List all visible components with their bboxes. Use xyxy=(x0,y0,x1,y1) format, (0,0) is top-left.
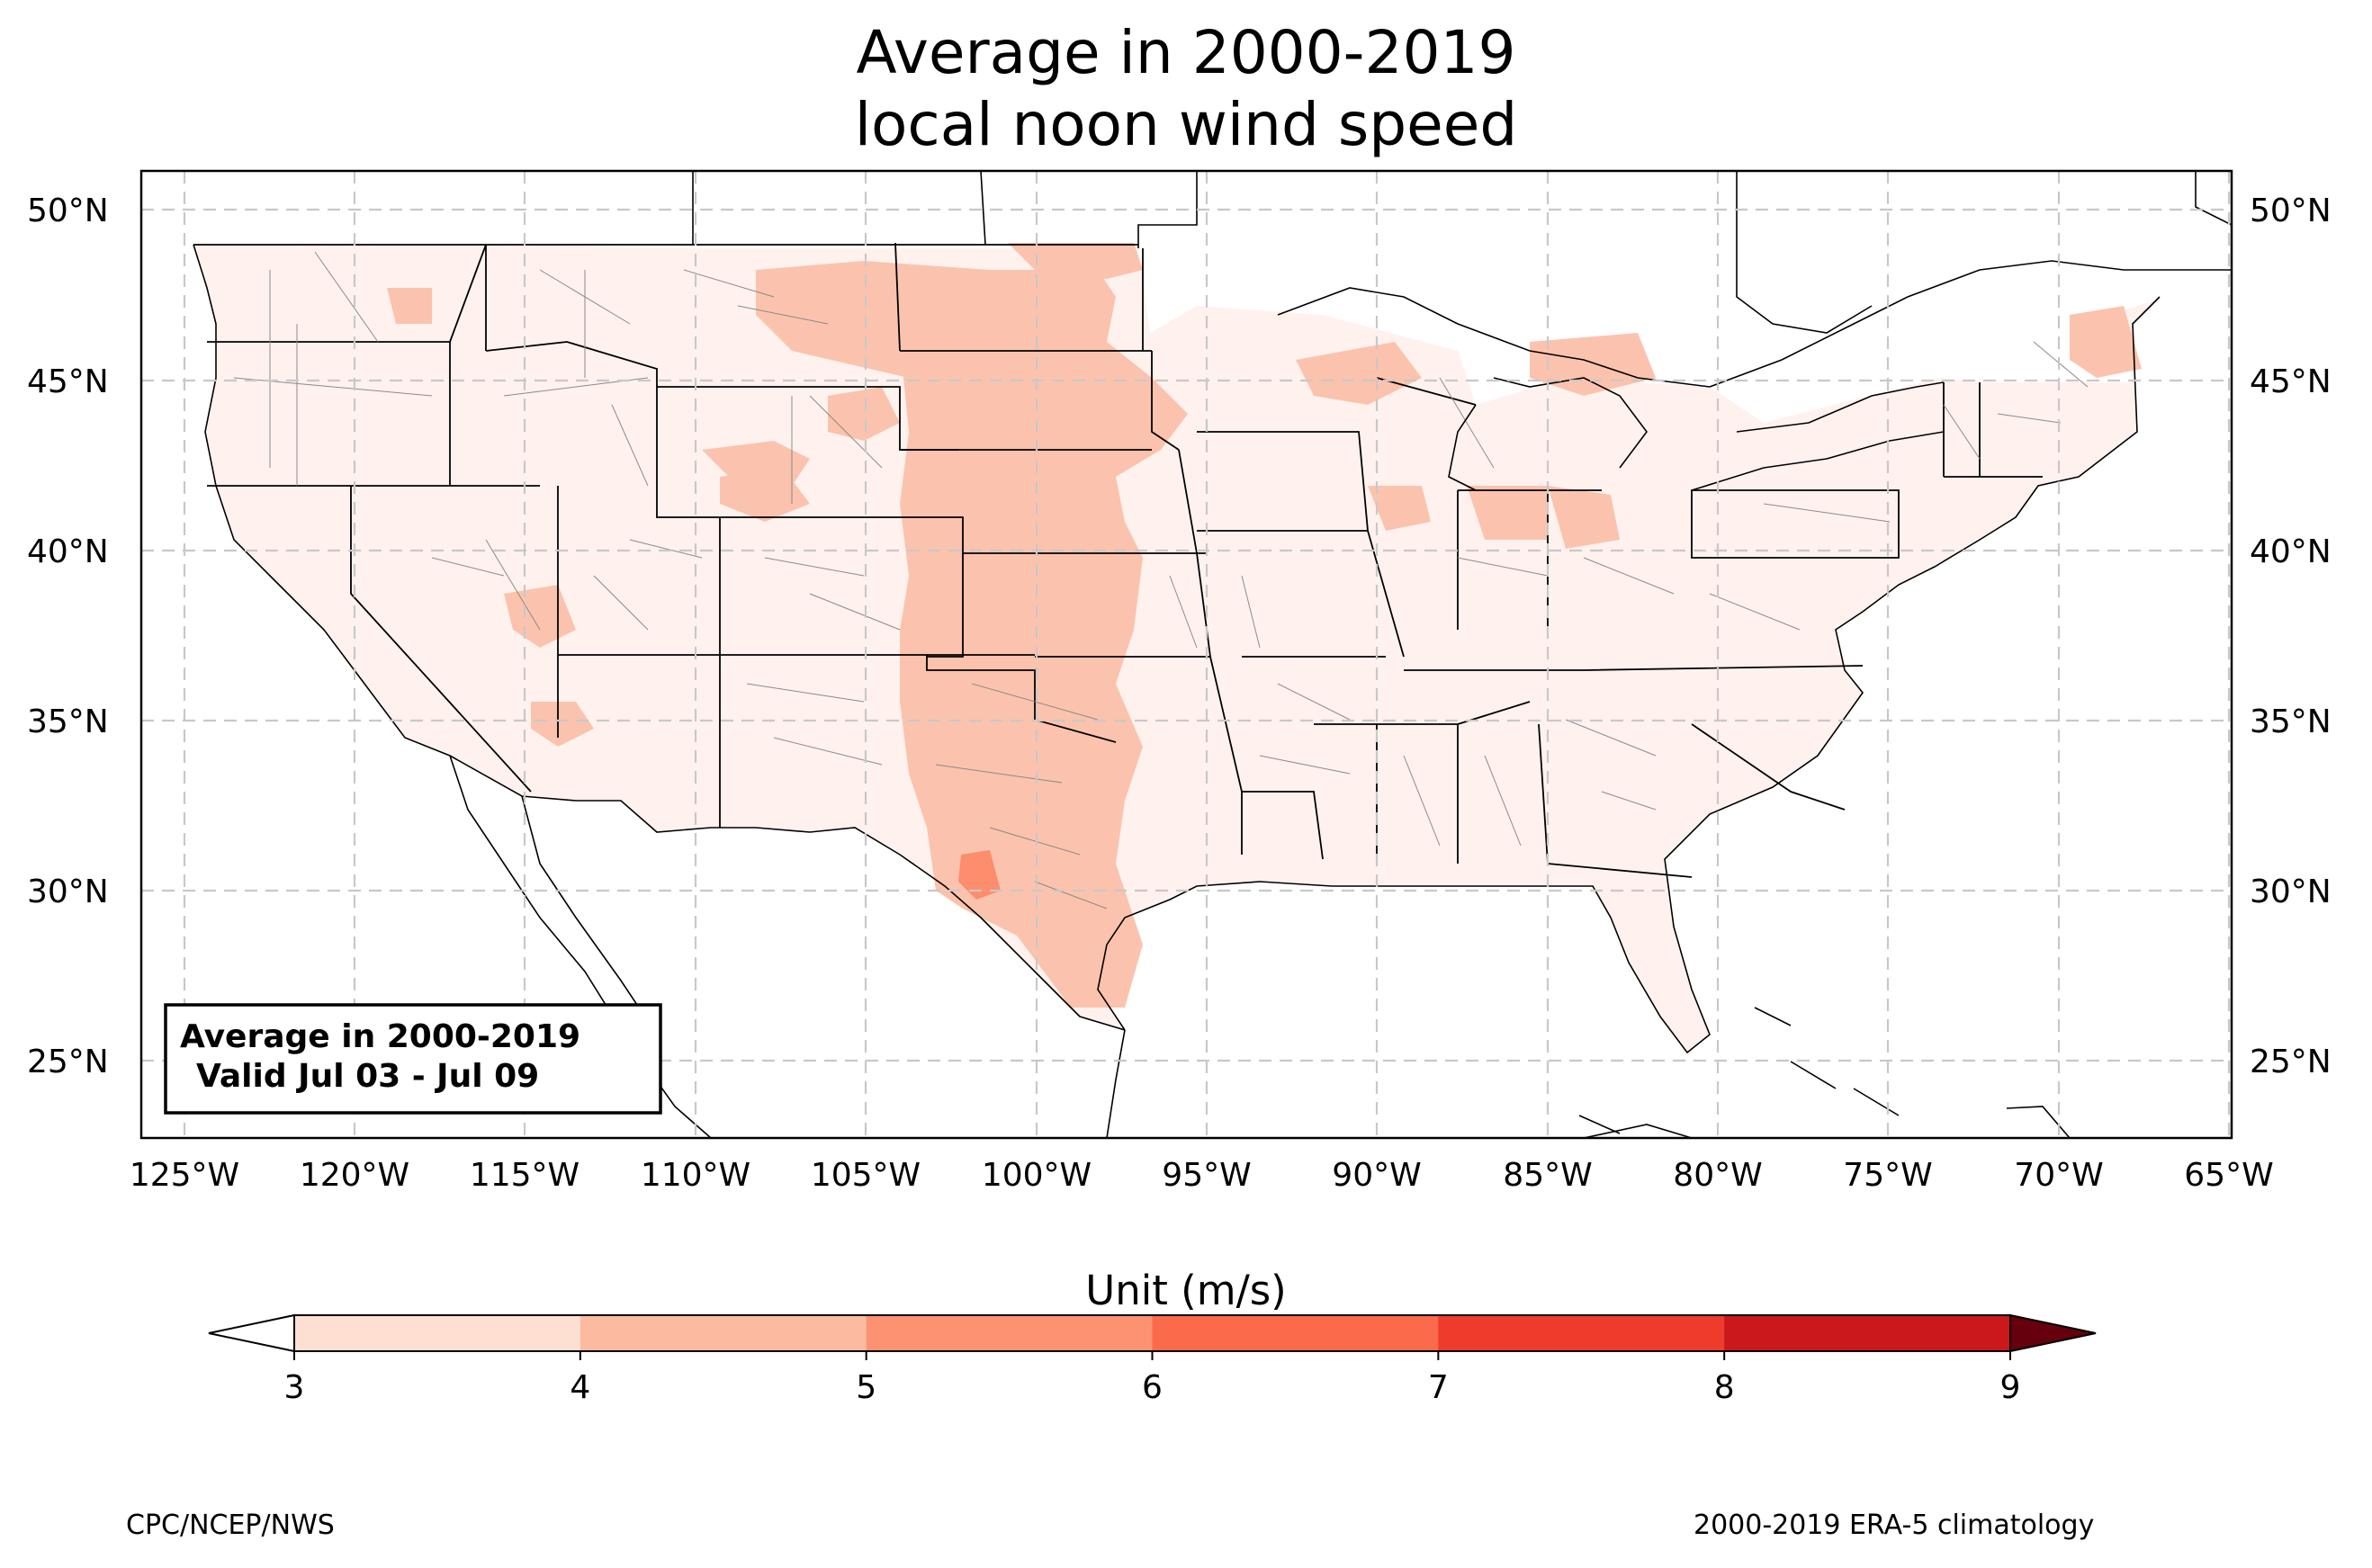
colorbar-segment xyxy=(866,1315,1153,1351)
lat-tick-label: 25°N xyxy=(2250,1044,2332,1080)
lat-tick-label: 45°N xyxy=(27,363,109,400)
map-frame-border xyxy=(139,169,2233,1140)
map-content xyxy=(141,171,2232,1138)
footer-credit: CPC/NCEP/NWS xyxy=(126,1510,335,1541)
lon-tick-label: 80°W xyxy=(1673,1157,1762,1194)
map-title-line-2: local noon wind speed xyxy=(854,90,1518,159)
lon-tick-label: 110°W xyxy=(641,1157,750,1194)
lon-tick-label: 65°W xyxy=(2184,1157,2273,1194)
lon-tick-label: 75°W xyxy=(1843,1157,1932,1194)
footer-source: 2000-2019 ERA-5 climatology xyxy=(1694,1510,2095,1541)
lat-tick-label: 50°N xyxy=(27,193,109,229)
colorbar-tick-label: 3 xyxy=(284,1369,305,1406)
colorbar-tick-label: 7 xyxy=(1428,1369,1449,1406)
lon-tick-label: 95°W xyxy=(1162,1157,1251,1194)
colorbar-tick-label: 6 xyxy=(1142,1369,1163,1406)
lon-tick-label: 115°W xyxy=(470,1157,580,1194)
coastlines-borders xyxy=(193,171,2232,1138)
lat-ticks-left: 50°N 45°N 40°N 35°N 30°N 25°N xyxy=(27,193,109,1080)
lat-tick-label: 35°N xyxy=(27,703,109,740)
lat-tick-label: 40°N xyxy=(2250,533,2332,570)
lon-tick-label: 70°W xyxy=(2014,1157,2103,1194)
lon-tick-label: 100°W xyxy=(982,1157,1092,1194)
colorbar-segment xyxy=(1438,1315,1725,1351)
lat-tick-label: 35°N xyxy=(2250,703,2332,740)
lon-tick-label: 125°W xyxy=(130,1157,239,1194)
lat-tick-label: 30°N xyxy=(27,874,109,910)
colorbar-tick-label: 9 xyxy=(2000,1369,2021,1406)
colorbar-under-arrow xyxy=(208,1313,295,1353)
colorbar-over-arrow xyxy=(2009,1313,2097,1353)
colorbar-segment xyxy=(1152,1315,1439,1351)
lat-tick-label: 25°N xyxy=(27,1044,109,1080)
lon-tick-label: 90°W xyxy=(1332,1157,1421,1194)
lat-tick-label: 45°N xyxy=(2250,363,2332,400)
colorbar-segment xyxy=(294,1315,581,1351)
annotation-line-2: Valid Jul 03 - Jul 09 xyxy=(196,1058,539,1095)
lon-tick-label: 105°W xyxy=(811,1157,921,1194)
colorbar-tick-label: 4 xyxy=(570,1369,590,1406)
lat-tick-label: 40°N xyxy=(27,533,109,570)
county-lines xyxy=(233,251,2089,909)
map-title-line-1: Average in 2000-2019 xyxy=(856,18,1516,87)
annotation-line-1: Average in 2000-2019 xyxy=(180,1018,580,1055)
lat-tick-label: 30°N xyxy=(2250,874,2332,910)
colorbar: 3 4 5 6 7 8 9 xyxy=(208,1313,2097,1406)
conus-shading xyxy=(193,245,2160,1053)
lon-tick-label: 85°W xyxy=(1503,1157,1592,1194)
lat-ticks-right: 50°N 45°N 40°N 35°N 30°N 25°N xyxy=(2250,193,2332,1080)
lon-ticks: 125°W 120°W 115°W 110°W 105°W 100°W 95°W… xyxy=(130,1157,2274,1194)
colorbar-segment xyxy=(1724,1315,2011,1351)
graticule xyxy=(141,171,2232,1138)
wind-zone-5-6 xyxy=(958,850,1001,900)
annotation-box-frame xyxy=(164,1003,662,1115)
state-boundaries xyxy=(193,242,2043,878)
colorbar-label: Unit (m/s) xyxy=(1085,1267,1287,1314)
lat-tick-label: 50°N xyxy=(2250,193,2332,229)
lon-tick-label: 120°W xyxy=(300,1157,409,1194)
wind-zone-4-5 xyxy=(387,243,2142,1008)
colorbar-tick-label: 5 xyxy=(856,1369,876,1406)
colorbar-tick-label: 8 xyxy=(1714,1369,1735,1406)
colorbar-segment xyxy=(580,1315,867,1351)
annotation-box: Average in 2000-2019 Valid Jul 03 - Jul … xyxy=(164,1003,662,1115)
